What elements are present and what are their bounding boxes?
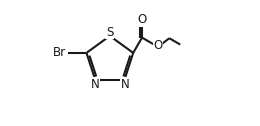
Text: N: N (90, 78, 99, 91)
Text: S: S (106, 26, 114, 39)
Text: Br: Br (53, 46, 66, 59)
Text: O: O (137, 13, 147, 26)
Text: O: O (153, 39, 163, 52)
Text: N: N (121, 78, 129, 91)
